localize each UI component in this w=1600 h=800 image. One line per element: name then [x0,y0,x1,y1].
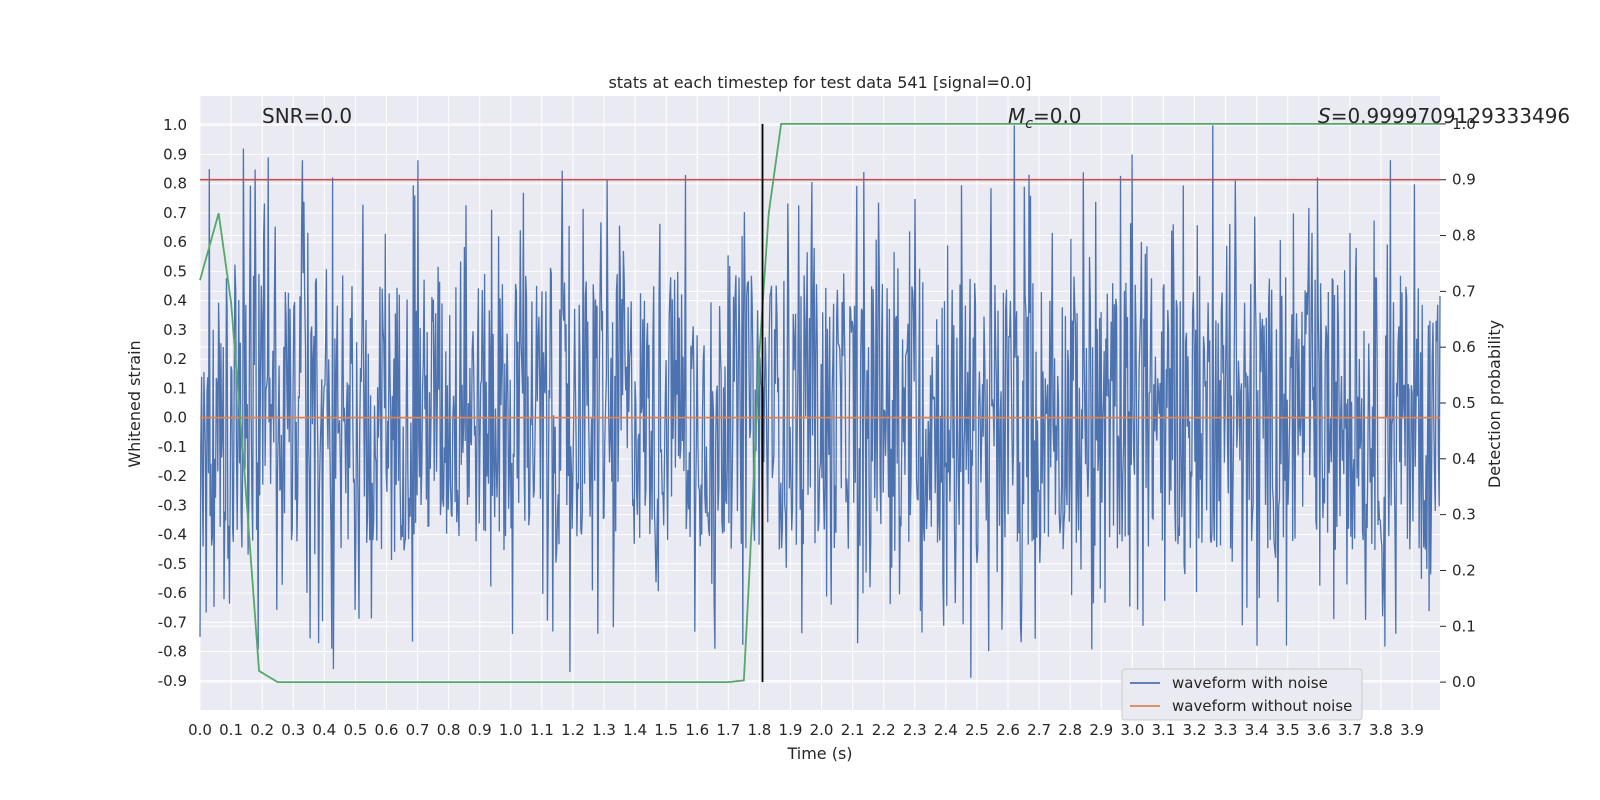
legend-label-clean: waveform without noise [1172,697,1352,715]
mc-annotation: Mc=0.0 [1008,104,1082,132]
x-tick-label: 2.5 [965,721,989,739]
y2-tick-label: 0.2 [1452,561,1476,579]
x-tick-label: 3.3 [1214,721,1238,739]
y2-tick-label: 1.0 [1452,115,1476,133]
x-tick-label: 2.7 [1027,721,1051,739]
y-tick-label: 1.0 [163,116,187,134]
y-tick-label: 0.6 [163,233,187,251]
x-tick-label: 2.4 [934,721,958,739]
y-tick-label: -0.2 [158,467,187,485]
x-axis-label: Time (s) [786,744,852,763]
y-tick-label: -0.7 [158,613,187,631]
noise-series [199,125,1441,678]
x-tick-label: 2.1 [841,721,865,739]
y2-tick-label: 0.7 [1452,282,1476,300]
y-tick-label: -0.5 [158,555,187,573]
x-tick-label: 0.3 [281,721,305,739]
series-line-detection-probability [199,123,1440,683]
y-tick-label: 0.9 [163,145,187,163]
y2-axis-label: Detection probability [1485,320,1504,488]
y2-tick-label: 0.3 [1452,506,1476,524]
x-tick-label: 1.9 [779,721,803,739]
x-tick-label: 3.7 [1338,721,1362,739]
x-tick-label: 2.2 [872,721,896,739]
y-tick-label: 0.7 [163,204,187,222]
x-tick-label: 0.2 [250,721,274,739]
x-tick-label: 1.4 [623,721,647,739]
y-tick-label: -0.8 [158,643,187,661]
y2-tick-label: 0.1 [1452,617,1476,635]
x-tick-label: 2.6 [996,721,1020,739]
x-tick-label: 0.1 [219,721,243,739]
y-tick-label: 0.3 [163,321,187,339]
mc-subscript: c [1025,116,1033,132]
x-tick-label: 3.1 [1151,721,1175,739]
y-tick-label: -0.6 [158,584,187,602]
x-tick-label: 1.0 [499,721,523,739]
x-tick-label: 3.5 [1276,721,1300,739]
mc-value: =0.0 [1033,104,1082,128]
x-tick-label: 0.6 [375,721,399,739]
axes-layer: 0.0 0.1 0.2 0.3 0.4 0.5 0.6 0.7 0.8 0.9 1.0 1.1 1.2 1… [158,115,1476,739]
y-tick-label: -0.9 [158,672,187,690]
legend-label-noise: waveform with noise [1172,674,1328,692]
y-tick-label: 0.2 [163,350,187,368]
x-tick-label: 0.7 [406,721,430,739]
y2-tick-label: 0.9 [1452,171,1476,189]
x-tick-label: 3.0 [1120,721,1144,739]
y2-tick-label: 0.8 [1452,227,1476,245]
legend: waveform with noise waveform without noi… [1121,668,1363,721]
y-tick-label: 0.8 [163,175,187,193]
x-tick-label: 0.4 [312,721,336,739]
x-tick-label: 2.0 [810,721,834,739]
x-tick-label: 2.8 [1058,721,1082,739]
y2-tick-label: 0.5 [1452,394,1476,412]
snr-annotation: SNR=0.0 [262,104,352,128]
x-tick-label: 3.2 [1183,721,1207,739]
y-tick-label: -0.3 [158,496,187,514]
y2-tick-label: 0.0 [1452,673,1476,691]
s-annotation: S=0.9999709129333496 [1318,104,1570,128]
x-tick-label: 0.0 [188,721,212,739]
y-tick-label: -0.4 [158,526,187,544]
x-tick-label: 2.3 [903,721,927,739]
x-tick-label: 1.1 [530,721,554,739]
legend-box [1121,668,1363,721]
x-tick-label: 1.2 [561,721,585,739]
x-tick-label: 0.9 [468,721,492,739]
y-tick-label: 0.0 [163,409,187,427]
x-tick-label: 1.8 [747,721,771,739]
y-tick-label: -0.1 [158,438,187,456]
x-tick-label: 1.3 [592,721,616,739]
series-line-waveform-with-noise [199,125,1441,678]
chart-title: stats at each timestep for test data 541… [608,73,1031,92]
x-tick-label: 3.8 [1369,721,1393,739]
x-tick-label: 3.4 [1245,721,1269,739]
x-tick-label: 3.6 [1307,721,1331,739]
y-tick-label: 0.5 [163,262,187,280]
x-tick-label: 0.5 [343,721,367,739]
x-tick-label: 2.9 [1089,721,1113,739]
y2-tick-label: 0.6 [1452,338,1476,356]
x-tick-label: 1.5 [654,721,678,739]
lines-layer [199,123,1440,683]
y-tick-label: 0.4 [163,292,187,310]
x-tick-label: 3.9 [1400,721,1424,739]
x-tick-label: 1.7 [716,721,740,739]
y2-tick-label: 0.4 [1452,450,1476,468]
y-axis-label: Whitened strain [125,340,144,467]
x-tick-label: 1.6 [685,721,709,739]
mc-symbol: M [1008,104,1025,128]
s-symbol: S [1318,104,1331,128]
y-tick-label: 0.1 [163,379,187,397]
s-value: =0.9999709129333496 [1331,104,1570,128]
x-tick-label: 0.8 [437,721,461,739]
